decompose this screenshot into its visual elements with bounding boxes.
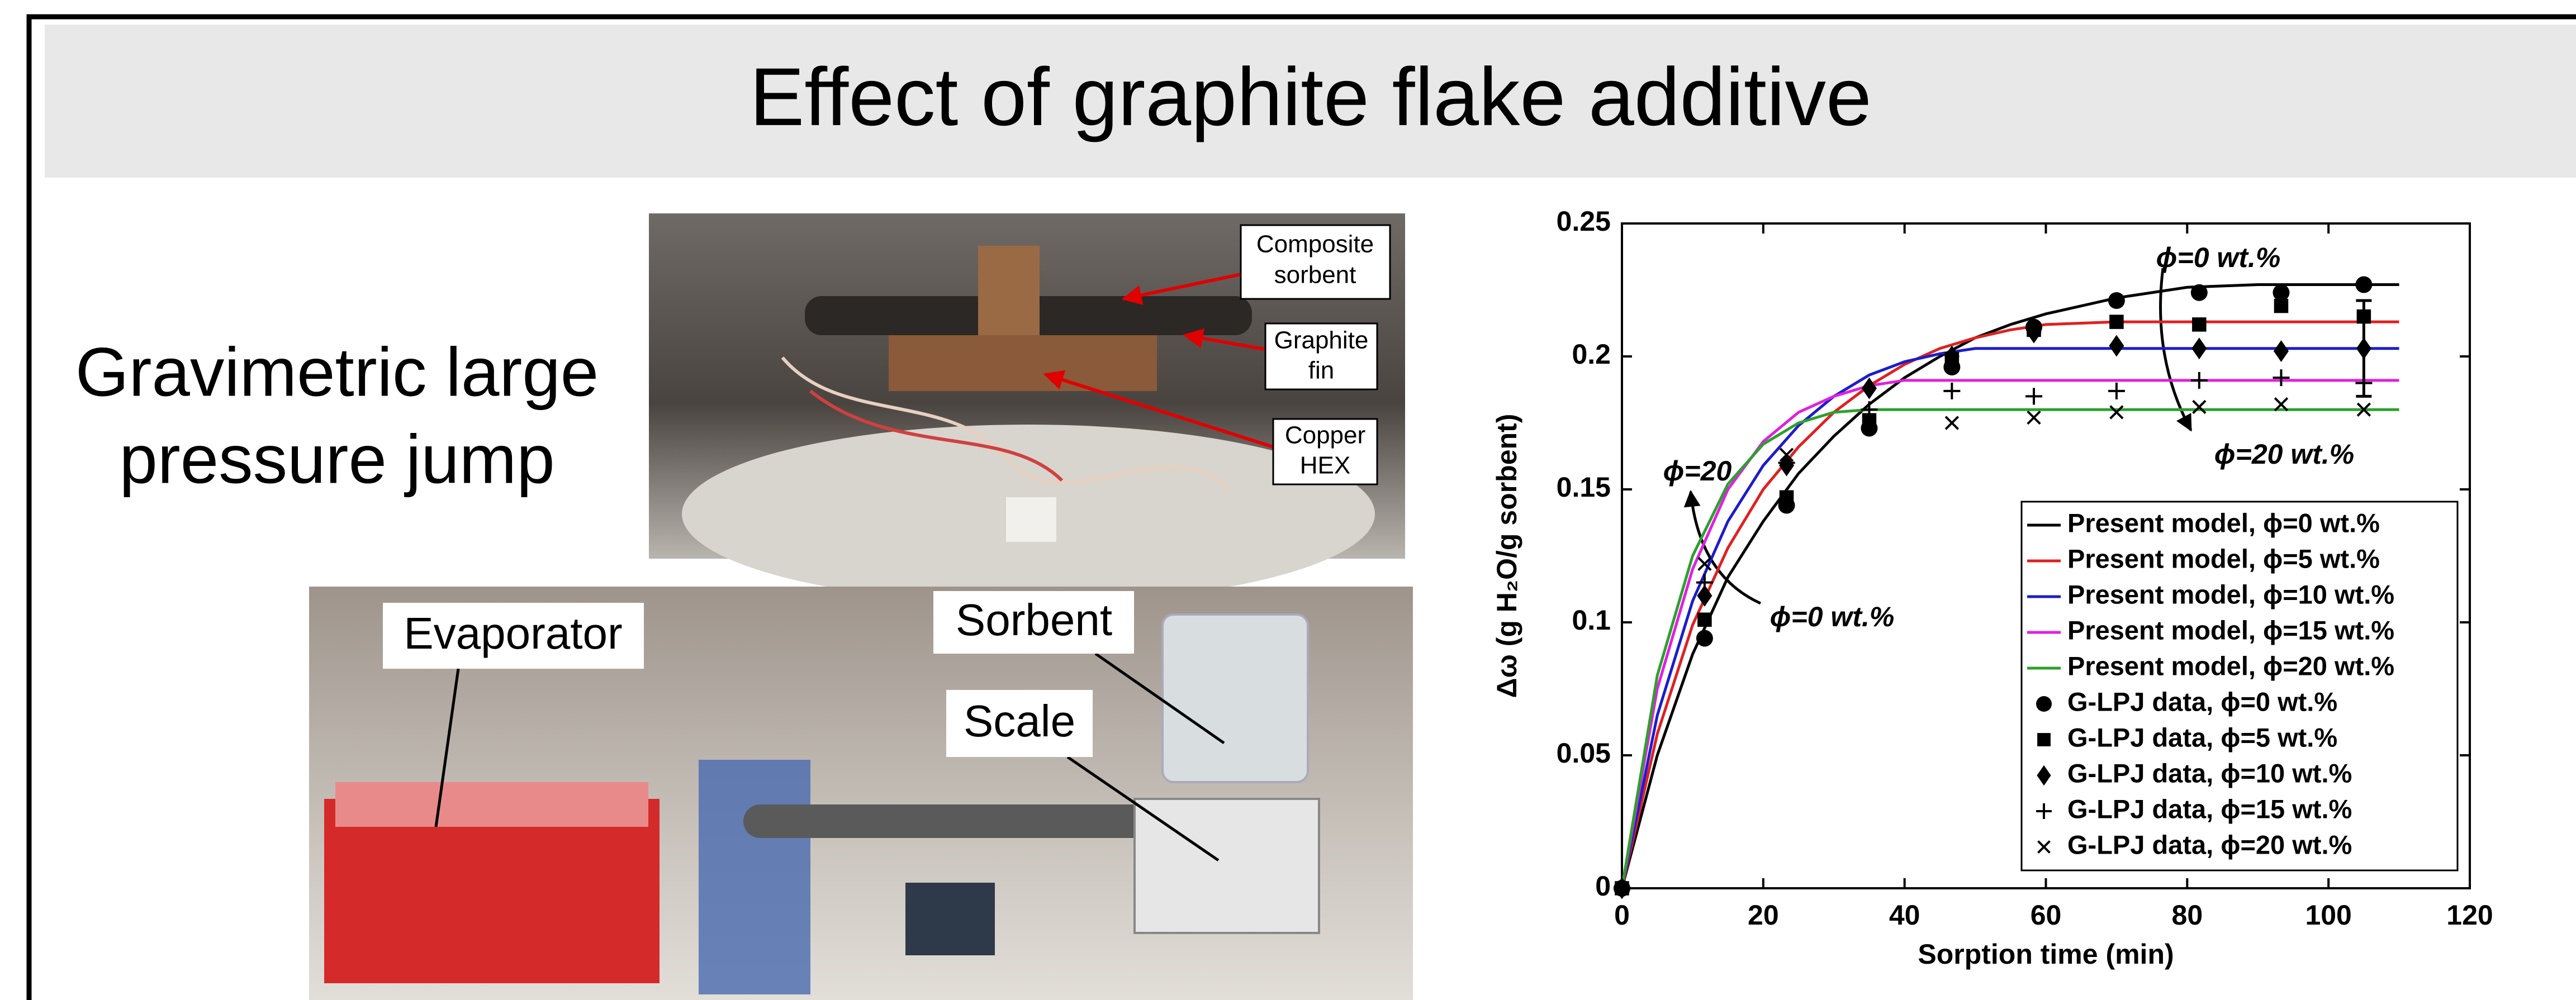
legend-entry: G-LPJ data, ϕ=5 wt.% [2067,722,2337,752]
x-tick-label: 60 [2031,899,2062,931]
legend-entry: Present model, ϕ=20 wt.% [2067,651,2394,680]
y-tick-label: 0.15 [1557,472,1611,503]
side-text: pressure jump [119,421,554,498]
data-point [1696,630,1713,647]
x-tick-label: 120 [2446,899,2493,931]
legend-entry: Present model, ϕ=0 wt.% [2067,508,2380,537]
photo-label: Sorbent [956,595,1112,645]
data-point [2273,284,2289,301]
data-point [1780,491,1794,505]
photo-label: sorbent [1274,261,1356,289]
y-axis-label: Δω (g H₂O/g sorbent) [1491,414,1522,698]
x-tick-label: 40 [1889,899,1920,931]
photo-label: fin [1308,357,1334,384]
slide-title: Effect of graphite flake additive [749,51,1872,143]
legend-entry: G-LPJ data, ϕ=10 wt.% [2067,758,2352,788]
data-point [2109,315,2124,329]
y-tick-label: 0.2 [1572,339,1611,370]
photo-label: Copper [1285,422,1365,449]
annotation: ϕ=0 wt.% [2156,242,2281,273]
x-tick-label: 80 [2172,899,2203,931]
legend-swatch [2037,733,2051,746]
y-tick-label: 0.05 [1557,737,1611,769]
side-text: Gravimetric large [75,334,599,411]
y-tick-label: 0 [1595,870,1611,902]
x-tick-label: 0 [1614,899,1630,931]
photo-label: Graphite [1274,327,1369,354]
legend-entry: Present model, ϕ=5 wt.% [2067,544,2380,573]
page: Effect of graphite flake additive Gravim… [0,0,2576,1000]
annotation: ϕ=20 [1663,455,1732,487]
chart: 0 20 40 60 80 100 120 0 0.05 0.1 0.15 0.2 0.25 Sorpti… [1491,206,2493,970]
x-tick-label: 100 [2305,899,2351,931]
data-point [2192,317,2207,332]
legend-entry: G-LPJ data, ϕ=15 wt.% [2067,794,2352,823]
legend-entry: G-LPJ data, ϕ=20 wt.% [2067,830,2352,859]
y-tick-label: 0.1 [1572,604,1611,636]
data-point [2108,292,2125,309]
annotation: ϕ=0 wt.% [1770,601,1895,632]
data-point [2191,284,2208,301]
data-point [1697,612,1712,627]
y-tick-label: 0.25 [1557,206,1611,237]
slide: Effect of graphite flake additive Gravim… [0,0,2576,1000]
x-tick-label: 20 [1748,899,1779,931]
legend-entry: G-LPJ data, ϕ=0 wt.% [2067,687,2337,716]
legend-entry: Present model, ϕ=10 wt.% [2067,579,2394,609]
x-axis-label: Sorption time (min) [1918,939,2174,970]
photo-label: Evaporator [404,608,622,658]
photo-label: HEX [1300,452,1350,479]
data-point [2355,276,2372,293]
annotation: ϕ=20 wt.% [2214,439,2354,470]
data-point [2274,299,2289,313]
photo-label: Composite [1256,231,1374,258]
legend-swatch [2036,696,2052,712]
photo-label: Scale [964,696,1075,746]
legend-entry: Present model, ϕ=15 wt.% [2067,615,2394,645]
